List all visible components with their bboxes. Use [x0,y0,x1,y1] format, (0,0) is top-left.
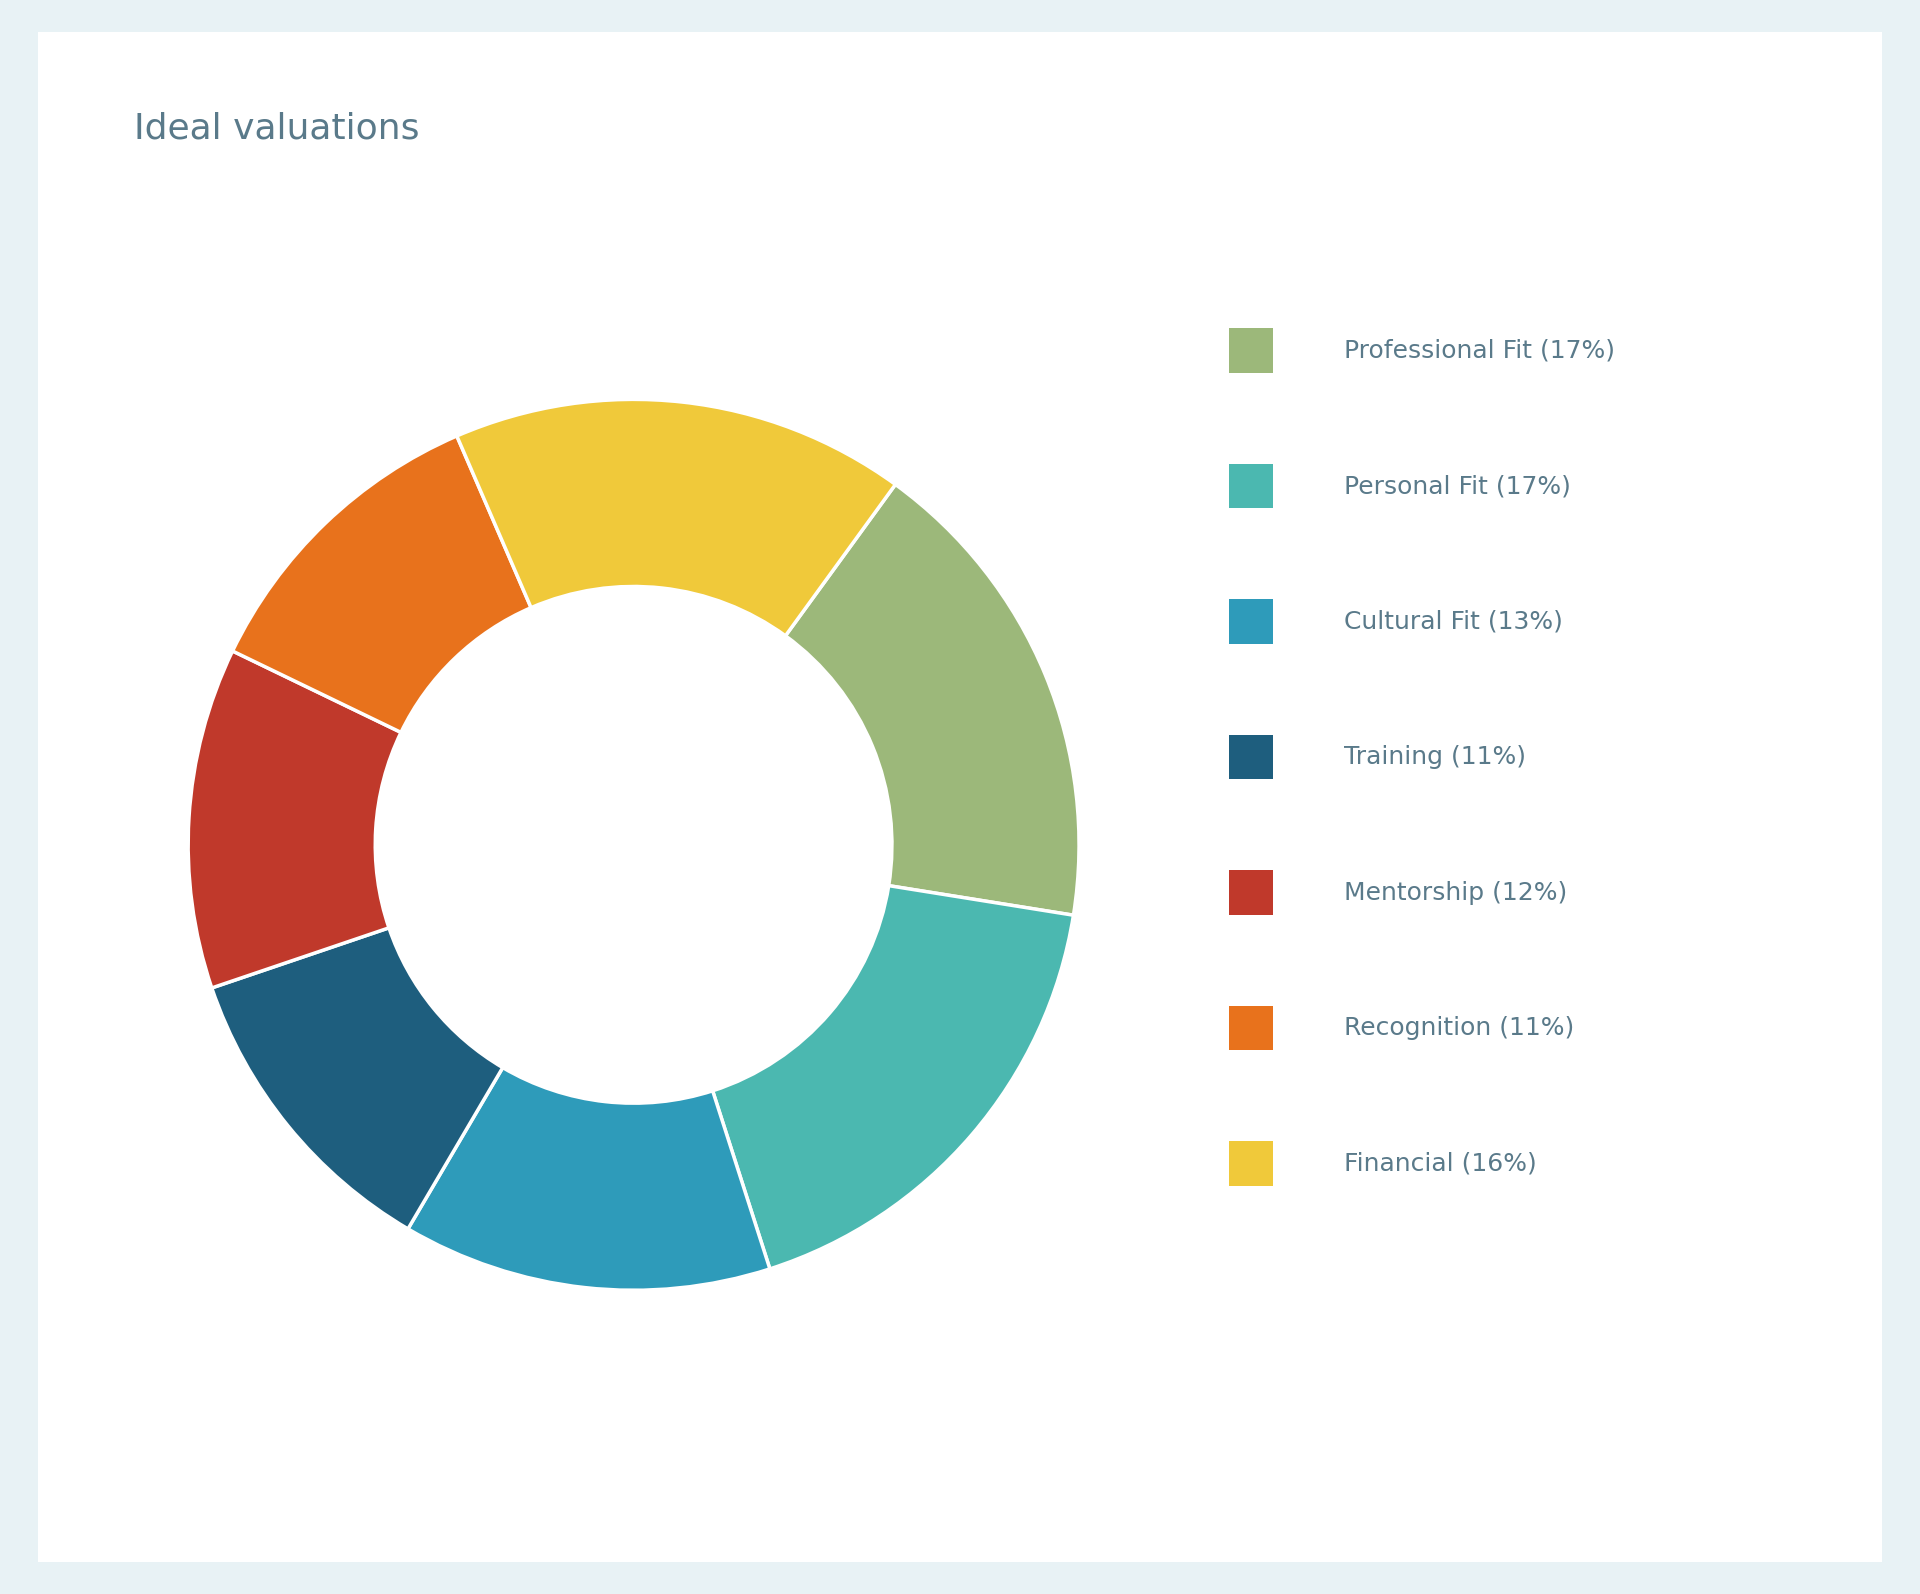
Wedge shape [232,435,532,732]
Wedge shape [457,400,895,636]
Wedge shape [712,886,1073,1269]
Text: Mentorship (12%): Mentorship (12%) [1344,880,1567,905]
Wedge shape [211,928,503,1229]
Text: Training (11%): Training (11%) [1344,744,1526,770]
Text: Recognition (11%): Recognition (11%) [1344,1015,1574,1041]
Wedge shape [785,485,1079,915]
Text: Cultural Fit (13%): Cultural Fit (13%) [1344,609,1563,634]
Text: Professional Fit (17%): Professional Fit (17%) [1344,338,1615,363]
Wedge shape [188,650,401,988]
Text: Financial (16%): Financial (16%) [1344,1151,1536,1176]
Text: Personal Fit (17%): Personal Fit (17%) [1344,473,1571,499]
Wedge shape [407,1068,770,1290]
Text: Ideal valuations: Ideal valuations [134,112,420,145]
